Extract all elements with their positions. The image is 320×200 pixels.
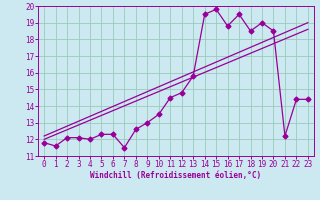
X-axis label: Windchill (Refroidissement éolien,°C): Windchill (Refroidissement éolien,°C) (91, 171, 261, 180)
